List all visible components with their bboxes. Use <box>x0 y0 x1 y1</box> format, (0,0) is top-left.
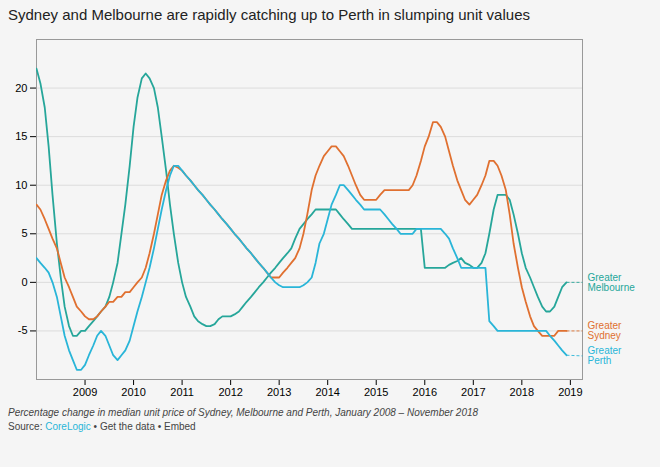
svg-text:2013: 2013 <box>267 386 291 398</box>
svg-text:20: 20 <box>15 82 27 94</box>
svg-text:0: 0 <box>21 276 27 288</box>
svg-text:2012: 2012 <box>218 386 242 398</box>
svg-text:2016: 2016 <box>413 386 437 398</box>
svg-text:2015: 2015 <box>364 386 388 398</box>
svg-text:2018: 2018 <box>510 386 534 398</box>
svg-text:2011: 2011 <box>170 386 194 398</box>
svg-text:2009: 2009 <box>73 386 97 398</box>
svg-text:2014: 2014 <box>315 386 339 398</box>
svg-text:2019: 2019 <box>558 386 582 398</box>
svg-text:GreaterMelbourne: GreaterMelbourne <box>588 272 636 293</box>
html-text:Sydney and Melbourne are rapid: Sydney and Melbourne are rapidly catchin… <box>8 6 530 23</box>
svg-text:15: 15 <box>15 130 27 142</box>
svg-text:5: 5 <box>21 227 27 239</box>
svg-text:GreaterPerth: GreaterPerth <box>588 345 623 366</box>
html-text:Percentage change in median un: Percentage change in median unit price o… <box>8 407 479 418</box>
svg-text:GreaterSydney: GreaterSydney <box>588 320 623 341</box>
svg-text:2010: 2010 <box>121 386 145 398</box>
html-text:Source: CoreLogic • Get the da: Source: CoreLogic • Get the data • Embed <box>8 421 196 432</box>
svg-text:10: 10 <box>15 179 27 191</box>
svg-text:-5: -5 <box>18 324 28 336</box>
svg-text:2017: 2017 <box>461 386 485 398</box>
